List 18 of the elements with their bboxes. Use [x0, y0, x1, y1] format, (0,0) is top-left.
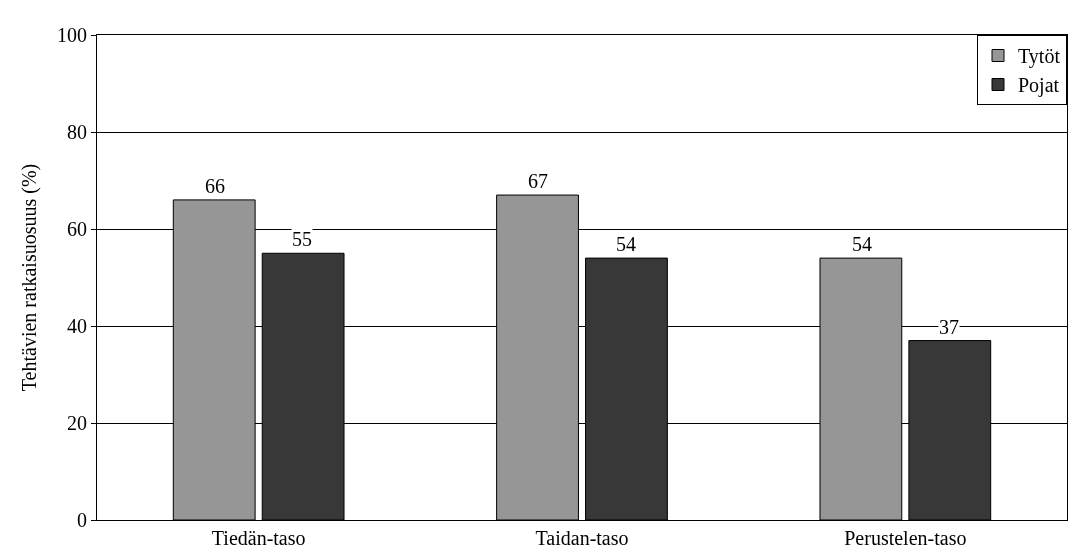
y-tick-label: 100 — [57, 24, 87, 46]
data-label: 55 — [292, 228, 312, 250]
x-tick-label: Perustelen-taso — [844, 527, 967, 549]
y-tick-label: 0 — [77, 509, 87, 531]
y-tick-label: 60 — [67, 218, 87, 240]
data-label: 54 — [616, 233, 636, 255]
y-tick-label: 40 — [67, 315, 87, 337]
legend-label: Pojat — [1018, 74, 1060, 98]
y-axis-title: Tehtävien ratkaisuosuus (%) — [17, 163, 41, 392]
x-tick-label: Taidan-taso — [535, 527, 629, 549]
y-tick-label: 80 — [67, 121, 87, 143]
x-tick-label: Tiedän-taso — [211, 527, 306, 549]
data-label: 37 — [939, 316, 959, 338]
legend-label: Tytöt — [1018, 45, 1061, 69]
data-label: 67 — [528, 170, 548, 192]
data-label: 66 — [205, 175, 225, 197]
data-label: 54 — [852, 233, 872, 255]
y-tick-label: 20 — [67, 412, 87, 434]
